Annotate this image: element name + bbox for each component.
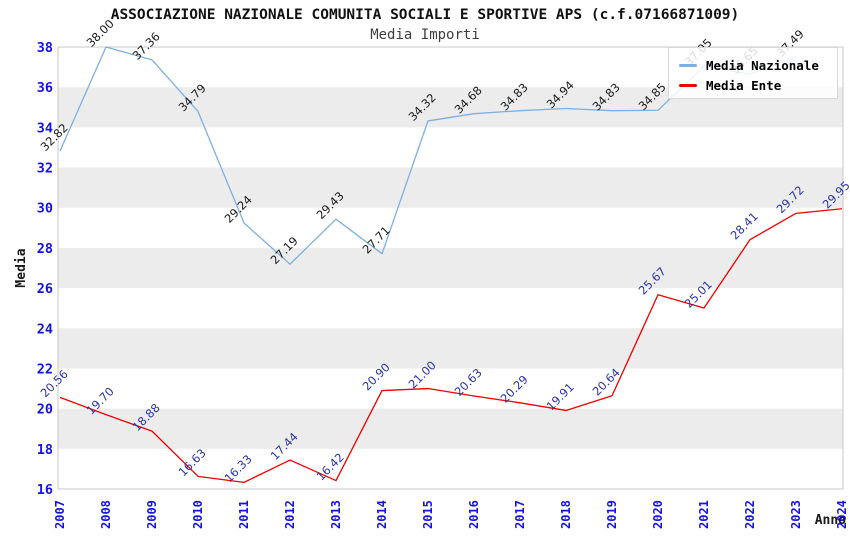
svg-text:2020: 2020 — [651, 500, 665, 529]
svg-text:2007: 2007 — [53, 500, 67, 529]
svg-text:2011: 2011 — [237, 500, 251, 529]
svg-text:2024: 2024 — [835, 500, 849, 529]
plot-border — [57, 46, 844, 490]
svg-text:2013: 2013 — [329, 500, 343, 529]
svg-text:2015: 2015 — [421, 500, 435, 529]
svg-text:28.41: 28.41 — [728, 209, 761, 242]
svg-text:28: 28 — [37, 241, 53, 257]
y-axis-tick-labels: 38 36 34 32 30 28 26 24 22 20 18 16 — [37, 40, 53, 498]
chart-subtitle: Media Importi — [370, 27, 480, 43]
svg-text:20.29: 20.29 — [498, 372, 531, 405]
svg-text:18: 18 — [37, 442, 53, 458]
svg-text:2010: 2010 — [191, 500, 205, 529]
svg-text:22: 22 — [37, 361, 53, 377]
svg-text:36: 36 — [37, 80, 53, 96]
svg-text:30: 30 — [37, 201, 53, 217]
media-ente-line-swatch — [679, 83, 697, 87]
media-nazionale-line-swatch — [679, 63, 697, 67]
svg-text:2017: 2017 — [513, 500, 527, 529]
svg-text:38: 38 — [37, 40, 53, 56]
svg-text:2019: 2019 — [605, 500, 619, 529]
legend-item-media-nazionale: Media Nazionale — [679, 55, 837, 75]
legend-item-media-ente: Media Ente — [679, 75, 837, 95]
y-axis-title: Media — [14, 248, 29, 287]
svg-text:20.63: 20.63 — [452, 366, 485, 399]
legend-label: Media Ente — [706, 77, 782, 93]
svg-text:2022: 2022 — [743, 500, 757, 529]
svg-text:2016: 2016 — [467, 500, 481, 529]
svg-text:16.63: 16.63 — [176, 446, 209, 479]
svg-text:16: 16 — [37, 482, 53, 498]
svg-text:2023: 2023 — [789, 500, 803, 529]
svg-text:26: 26 — [37, 281, 53, 297]
series-line-media-ente — [59, 208, 843, 484]
chart-title: ASSOCIAZIONE NAZIONALE COMUNITA SOCIALI … — [110, 7, 740, 23]
svg-text:2012: 2012 — [283, 500, 297, 529]
svg-text:2009: 2009 — [145, 500, 159, 529]
svg-text:34: 34 — [37, 120, 53, 136]
svg-text:20: 20 — [37, 402, 53, 418]
svg-text:2008: 2008 — [99, 500, 113, 529]
svg-text:32: 32 — [37, 161, 53, 177]
svg-text:24: 24 — [37, 321, 53, 337]
legend: Media Nazionale Media Ente — [668, 47, 838, 99]
svg-text:2018: 2018 — [559, 500, 573, 529]
svg-text:38.00: 38.00 — [84, 17, 117, 50]
legend-label: Media Nazionale — [706, 57, 819, 73]
x-axis-title: Anno — [815, 513, 846, 528]
x-axis-tick-labels: 2007 2008 2009 2010 2011 2012 2013 2014 2015 2016… — [53, 500, 849, 529]
grid-bands — [58, 87, 843, 449]
svg-text:2021: 2021 — [697, 500, 711, 529]
svg-text:2014: 2014 — [375, 500, 389, 529]
